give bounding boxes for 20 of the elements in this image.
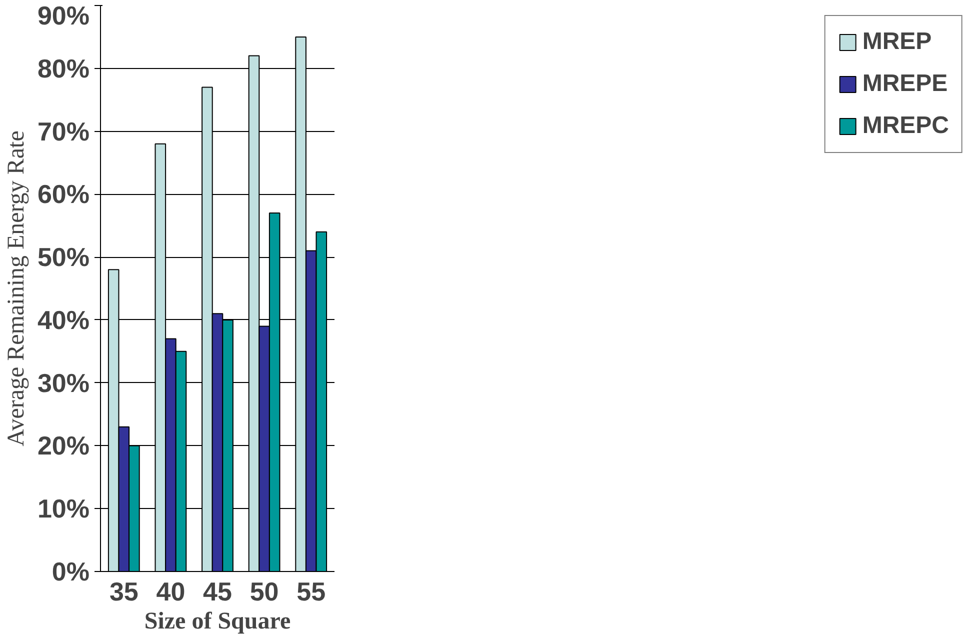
y-tick-label: 50% [37, 242, 90, 272]
x-tick-label: 50 [250, 576, 279, 606]
y-tick-label: 60% [37, 179, 90, 210]
y-tick-label: 10% [37, 494, 90, 524]
x-axis-title: Size of Square [144, 608, 291, 634]
y-tick-label: 30% [37, 368, 90, 398]
y-tick-label: 70% [37, 116, 90, 146]
legend-label: MREP [862, 28, 932, 56]
legend-label: MREPC [862, 112, 949, 140]
y-tick-label: 0% [52, 556, 90, 586]
y-tick-label: 40% [37, 304, 90, 335]
y-tick-label: 80% [37, 53, 90, 84]
y-tick-label: 20% [37, 430, 90, 461]
legend-label: MREPE [862, 70, 948, 98]
x-tick-label: 55 [296, 576, 326, 606]
x-tick-label: 35 [109, 576, 138, 606]
x-tick-label: 40 [156, 576, 186, 606]
y-tick-label: 90% [37, 0, 90, 30]
y-axis-title: Average Remaining Energy Rate [3, 130, 30, 446]
x-tick-label: 45 [203, 576, 232, 606]
